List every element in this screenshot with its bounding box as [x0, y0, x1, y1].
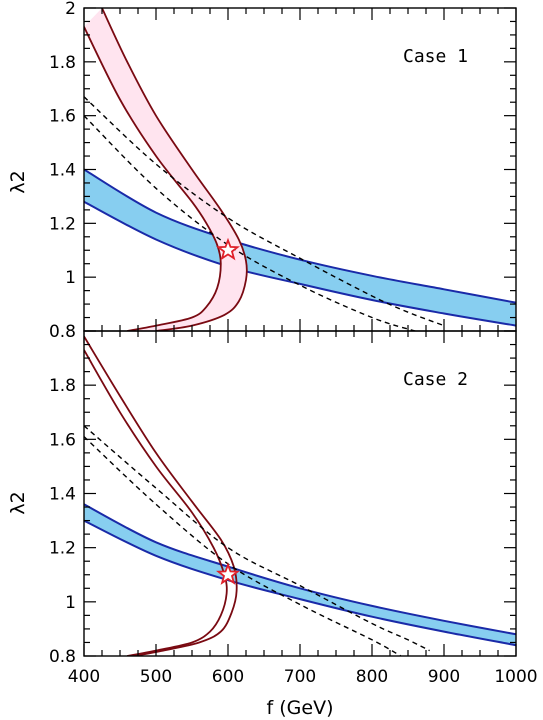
- blue-band-lower-line: [84, 200, 516, 327]
- x-tick-label: 1000: [494, 667, 537, 687]
- y-tick-label: 1: [65, 593, 76, 613]
- y-axis-title-case-1: λ2: [7, 170, 29, 193]
- y-tick-label: 1.2: [49, 214, 76, 234]
- y-tick-label: 1.8: [49, 376, 76, 396]
- plot-area-case-2: [84, 335, 516, 656]
- y-tick-label: 1.8: [49, 53, 76, 73]
- x-tick-label: 800: [356, 667, 388, 687]
- y-tick-label: 0.8: [49, 647, 76, 667]
- case-1-label: Case 1: [403, 46, 468, 67]
- tick-labels-case-2: 0.8 1 1.2 1.4 1.6 1.8 400 500 600 700 800 900 1000: [49, 376, 538, 687]
- y-tick-label: 1.4: [49, 485, 76, 505]
- x-tick-label: 700: [284, 667, 316, 687]
- panel-case-1: 0.8 1 1.2 1.4 1.6 1.8 2 Case 1 λ2: [7, 0, 517, 342]
- tick-labels-case-1: 0.8 1 1.2 1.4 1.6 1.8 2: [49, 0, 76, 342]
- y-tick-label: 1.6: [49, 107, 76, 127]
- dashed-curve-upper: [84, 425, 430, 652]
- y-tick-label: 0.8: [49, 322, 76, 342]
- blue-band-upper-line: [84, 503, 516, 636]
- panel-case-2: 0.8 1 1.2 1.4 1.6 1.8 400 500 600 700 800 900 1000 C…: [7, 330, 538, 687]
- blue-band-upper-line: [84, 168, 516, 304]
- y-tick-label: 1: [65, 268, 76, 288]
- red-band-inner-line: [84, 26, 222, 331]
- y-tick-label: 2: [65, 0, 76, 19]
- y-tick-label: 1.6: [49, 430, 76, 450]
- dashed-curve-lower: [84, 115, 416, 331]
- x-tick-label: 400: [68, 667, 100, 687]
- ticks-case-1: [83, 7, 517, 332]
- x-tick-label: 600: [212, 667, 244, 687]
- x-tick-label: 900: [428, 667, 460, 687]
- star-marker: [216, 237, 240, 261]
- blue-band-fill: [84, 169, 516, 326]
- star-marker: [216, 562, 240, 585]
- y-tick-label: 1.4: [49, 161, 76, 181]
- x-tick-label: 500: [140, 667, 172, 687]
- dashed-curve-upper: [84, 96, 445, 327]
- pink-band-fill: [84, 8, 247, 331]
- blue-band-lower-line: [84, 519, 516, 647]
- blue-band-fill: [84, 504, 516, 646]
- dashed-curve-lower: [84, 436, 402, 656]
- plot-area-case-1: [84, 8, 516, 331]
- x-axis-title: f (GeV): [267, 697, 334, 719]
- red-band-outer-line: [84, 335, 238, 656]
- case-2-label: Case 2: [403, 369, 468, 390]
- frame-case-2: [83, 330, 517, 657]
- y-axis-title-case-2: λ2: [7, 491, 29, 514]
- red-band-inner-line: [84, 349, 228, 656]
- y-tick-label: 1.2: [49, 539, 76, 559]
- red-band-outer-line: [101, 8, 248, 331]
